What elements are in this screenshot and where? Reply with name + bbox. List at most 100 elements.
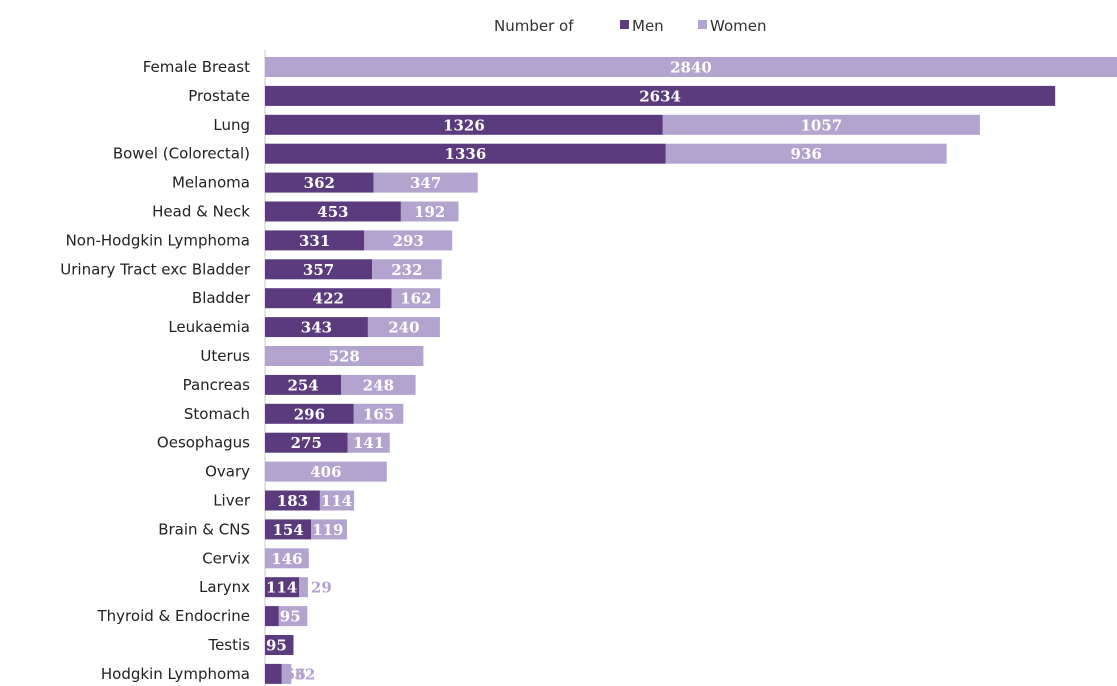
bar-men-non-hodgkin-lymphoma — [265, 230, 365, 251]
value-label-women-lung: 1057 — [800, 116, 842, 134]
value-label-women-non-hodgkin-lymphoma: 293 — [393, 232, 424, 250]
legend-swatch-women — [698, 20, 707, 29]
bar-men-thyroid-endocrine — [265, 606, 279, 627]
value-label-women-uterus: 528 — [329, 348, 360, 366]
bar-women-oesophagus — [347, 432, 390, 453]
category-label-female-breast: Female Breast — [143, 58, 250, 76]
bar-women-lung — [662, 114, 980, 135]
category-label-bladder: Bladder — [192, 289, 251, 307]
bar-men-testis — [265, 635, 294, 655]
value-label-women-head-neck: 192 — [414, 203, 445, 221]
legend-swatch-men — [620, 20, 629, 29]
bar-women-female-breast — [265, 57, 1117, 77]
bar-men-urinary-tract-exc-bladder — [265, 259, 373, 280]
bar-women-bladder — [391, 288, 441, 309]
category-label-prostate: Prostate — [188, 87, 250, 105]
category-label-liver: Liver — [213, 492, 251, 510]
value-label-men-oesophagus: 275 — [291, 434, 322, 452]
category-label-oesophagus: Oesophagus — [157, 434, 250, 452]
value-label-men-brain-cns: 154 — [272, 521, 303, 539]
legend: Number of Men Women — [494, 17, 766, 35]
category-label-thyroid-endocrine: Thyroid & Endocrine — [97, 607, 250, 625]
value-label-women-ovary: 406 — [310, 463, 341, 481]
bar-women-stomach — [353, 403, 404, 424]
bar-men-bowel-colorectal — [265, 143, 666, 164]
category-label-cervix: Cervix — [202, 549, 250, 567]
bar-women-thyroid-endocrine — [278, 606, 308, 627]
category-label-lung: Lung — [213, 116, 250, 134]
bar-men-oesophagus — [265, 432, 348, 453]
bar-men-leukaemia — [265, 317, 368, 338]
value-label-men-head-neck: 453 — [317, 203, 348, 221]
value-label-women-cervix: 146 — [271, 550, 302, 568]
bar-women-leukaemia — [367, 317, 440, 338]
category-label-brain-cns: Brain & CNS — [158, 520, 250, 538]
bar-men-liver — [265, 490, 320, 511]
bar-men-larynx — [265, 577, 300, 598]
bar-men-prostate — [265, 85, 1056, 106]
bar-women-head-neck — [400, 201, 459, 222]
value-label-women-melanoma: 347 — [410, 174, 441, 192]
bar-men-pancreas — [265, 374, 342, 395]
category-label-hodgkin-lymphoma: Hodgkin Lymphoma — [101, 665, 250, 683]
value-label-men-melanoma: 362 — [304, 174, 335, 192]
value-label-men-prostate: 2634 — [639, 87, 681, 105]
value-label-women-thyroid-endocrine: 95 — [280, 608, 301, 626]
legend-title: Number of — [494, 17, 574, 35]
bar-men-brain-cns — [265, 519, 312, 540]
legend-label-women: Women — [710, 17, 766, 35]
category-label-pancreas: Pancreas — [183, 376, 251, 394]
bar-women-brain-cns — [311, 519, 347, 540]
value-label-women-pancreas: 248 — [363, 376, 394, 394]
bar-women-bowel-colorectal — [665, 143, 947, 164]
bar-men-lung — [265, 114, 663, 135]
value-label-women-larynx: 29 — [311, 579, 332, 597]
bar-women-hodgkin-lymphoma — [281, 663, 292, 684]
bar-women-melanoma — [373, 172, 478, 193]
bar-men-head-neck — [265, 201, 401, 222]
category-label-stomach: Stomach — [184, 405, 250, 423]
value-label-men-liver: 183 — [277, 492, 308, 510]
value-label-women-bladder: 162 — [400, 290, 431, 308]
bar-men-bladder — [265, 288, 392, 309]
value-label-men-testis: 95 — [266, 637, 287, 655]
bar-women-larynx — [299, 577, 308, 598]
value-label-women-urinary-tract-exc-bladder: 232 — [391, 261, 422, 279]
value-label-men-non-hodgkin-lymphoma: 331 — [299, 232, 330, 250]
value-label-men-pancreas: 254 — [287, 376, 318, 394]
value-label-men-leukaemia: 343 — [301, 319, 332, 337]
bar-men-melanoma — [265, 172, 374, 193]
legend-label-men: Men — [632, 17, 664, 35]
value-label-women-oesophagus: 141 — [353, 434, 384, 452]
bar-women-urinary-tract-exc-bladder — [372, 259, 442, 280]
category-label-bowel-colorectal: Bowel (Colorectal) — [113, 145, 250, 163]
bars-group: Female Breast 2840 Prostate 2634 Lung 1326 105… — [60, 57, 1117, 684]
category-label-non-hodgkin-lymphoma: Non-Hodgkin Lymphoma — [66, 231, 250, 249]
value-label-women-bowel-colorectal: 936 — [791, 145, 822, 163]
bar-women-non-hodgkin-lymphoma — [364, 230, 453, 251]
bar-women-liver — [319, 490, 355, 511]
value-label-women-stomach: 165 — [363, 405, 394, 423]
category-label-melanoma: Melanoma — [172, 174, 250, 192]
bar-women-uterus — [265, 346, 424, 366]
bar-women-cervix — [265, 548, 309, 569]
category-label-uterus: Uterus — [200, 347, 250, 365]
category-label-head-neck: Head & Neck — [152, 203, 250, 221]
value-label-men-stomach: 296 — [294, 405, 325, 423]
bar-men-hodgkin-lymphoma — [265, 663, 282, 684]
bar-women-pancreas — [341, 374, 416, 395]
category-label-urinary-tract-exc-bladder: Urinary Tract exc Bladder — [60, 260, 251, 278]
value-label-men-larynx: 114 — [266, 579, 297, 597]
value-label-women-female-breast: 2840 — [670, 59, 712, 77]
category-label-leukaemia: Leukaemia — [168, 318, 250, 336]
value-label-women-brain-cns: 119 — [312, 521, 343, 539]
value-label-women-leukaemia: 240 — [388, 319, 419, 337]
category-label-testis: Testis — [207, 636, 250, 654]
value-label-men-bowel-colorectal: 1336 — [445, 145, 487, 163]
value-label-women-hodgkin-lymphoma: 32 — [294, 665, 315, 683]
value-label-women-liver: 114 — [321, 492, 352, 510]
value-label-men-urinary-tract-exc-bladder: 357 — [303, 261, 334, 279]
category-label-ovary: Ovary — [205, 463, 250, 481]
bar-men-stomach — [265, 403, 354, 424]
